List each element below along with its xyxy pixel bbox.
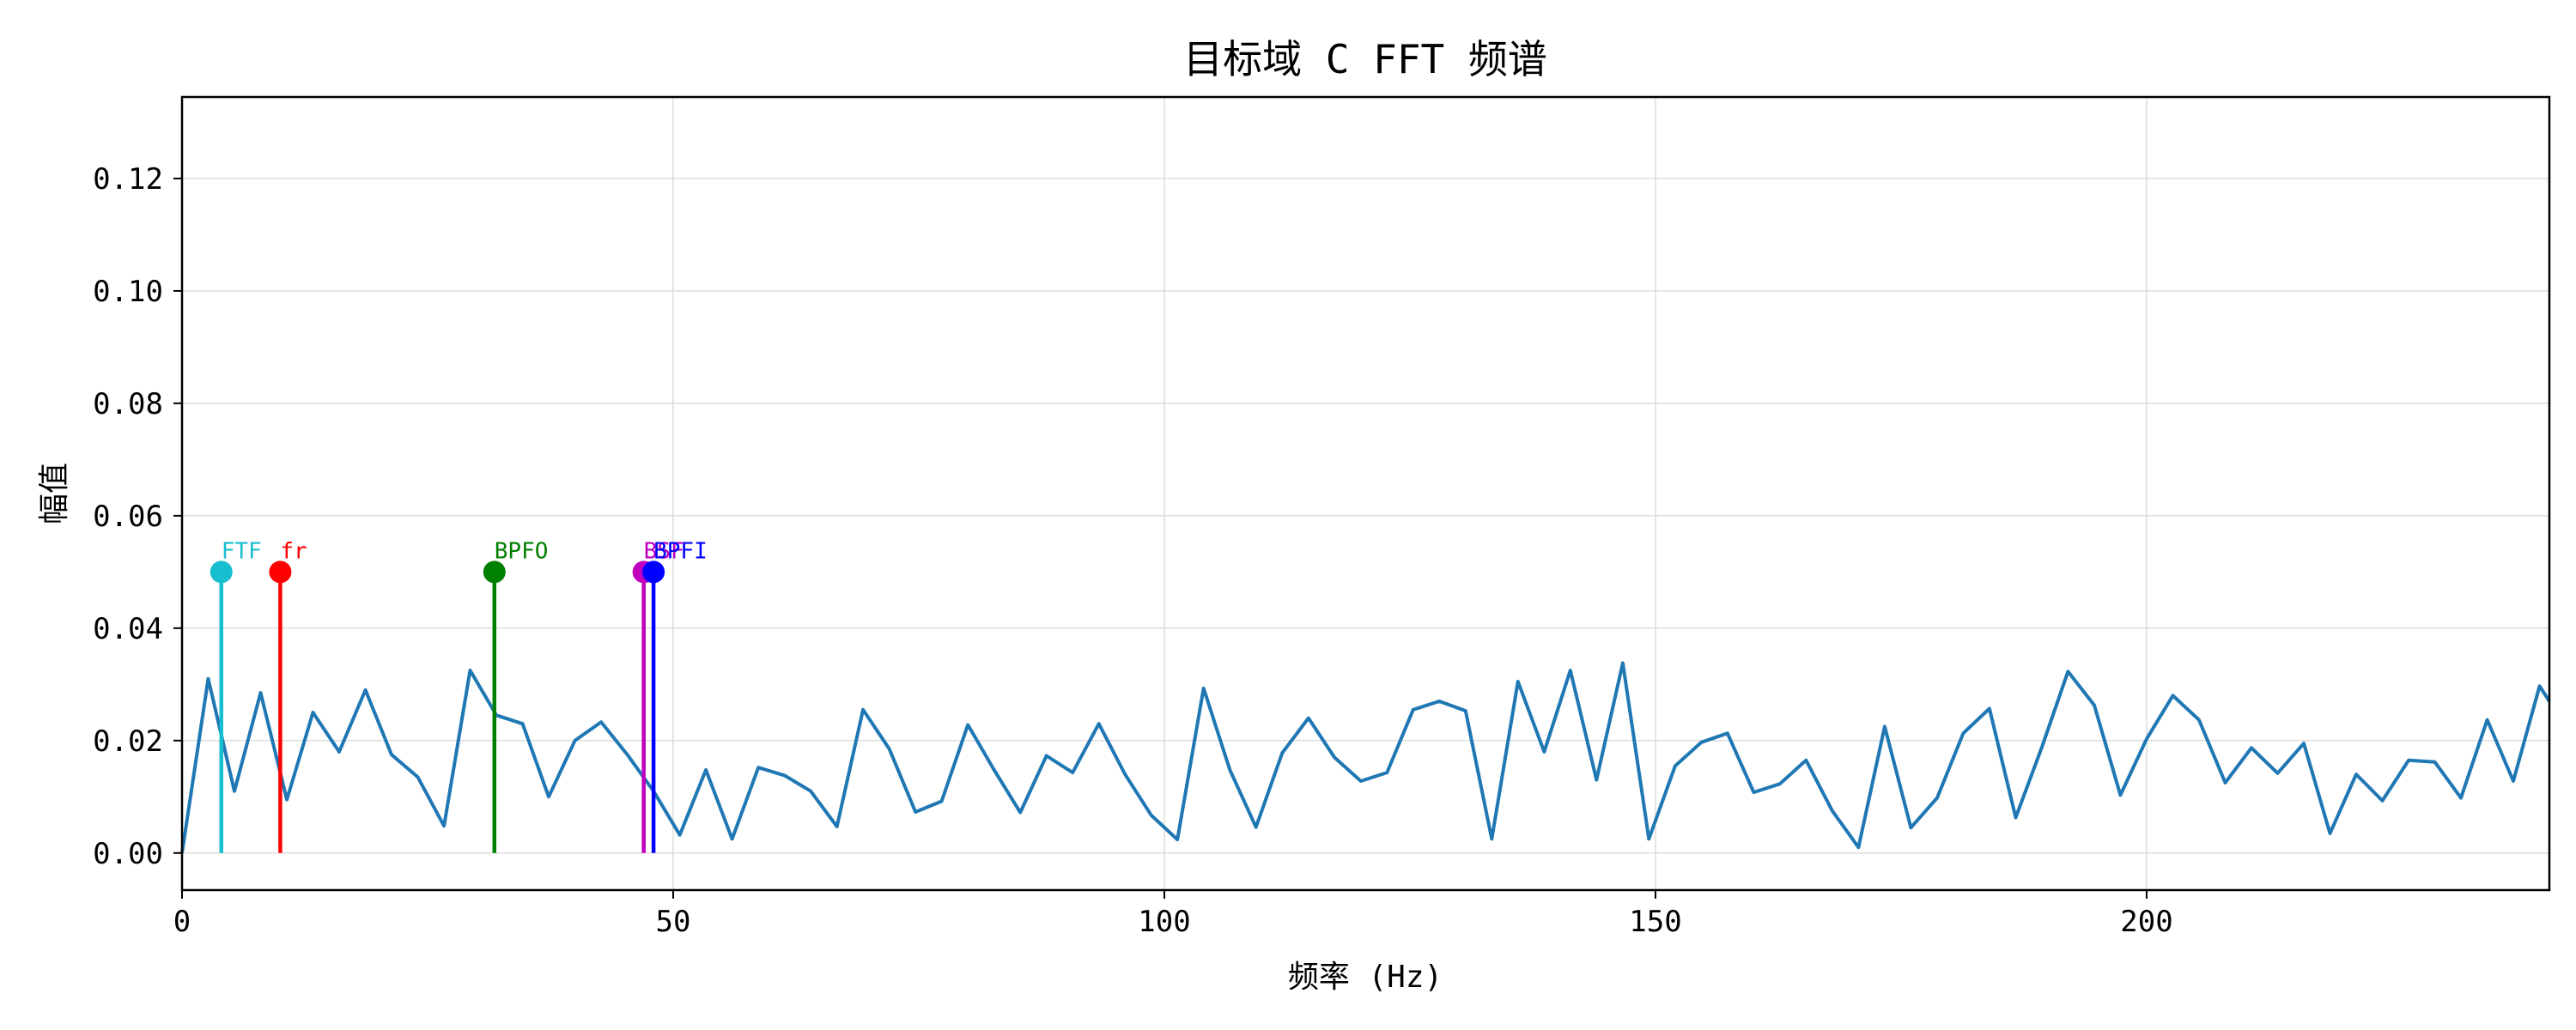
x-tick-label: 100 bbox=[1138, 905, 1190, 939]
marker-bsf: BSF bbox=[632, 538, 684, 853]
marker-bpfo: BPFO bbox=[483, 538, 549, 853]
x-tick-label: 0 bbox=[173, 905, 191, 939]
x-axis-label: 频率 (Hz) bbox=[1288, 960, 1443, 995]
y-tick-label: 0.12 bbox=[93, 162, 163, 197]
y-tick-label: 0.10 bbox=[93, 275, 163, 309]
plot-frame bbox=[180, 95, 2551, 892]
grid-layer bbox=[181, 97, 2549, 890]
y-tick-label: 0.02 bbox=[93, 724, 163, 759]
marker-ftf: FTF bbox=[210, 538, 262, 853]
marker-dot bbox=[642, 560, 665, 584]
y-tick-label: 0.08 bbox=[93, 387, 163, 421]
y-tick-label: 0.06 bbox=[93, 500, 163, 534]
marker-dot bbox=[210, 560, 233, 584]
marker-label: fr bbox=[280, 538, 307, 564]
marker-label: BSF bbox=[644, 538, 684, 564]
spectrum-line bbox=[180, 661, 2551, 854]
x-axis: 0 50 100 150 200 bbox=[173, 890, 2173, 939]
x-tick-label: 200 bbox=[2120, 905, 2172, 939]
marker-bpfi: BPFI bbox=[642, 538, 708, 853]
marker-dot bbox=[269, 560, 292, 584]
chart-title: 目标域 C FFT 频谱 bbox=[1183, 36, 1547, 82]
marker-label: BPFI bbox=[653, 538, 708, 564]
marker-label: BPFO bbox=[495, 538, 549, 564]
series-layer bbox=[180, 661, 2551, 854]
marker-dot bbox=[483, 560, 506, 584]
y-axis: 0.00 0.02 0.04 0.06 0.08 0.10 0.12 bbox=[93, 162, 182, 871]
y-tick-label: 0.04 bbox=[93, 612, 163, 646]
marker-fr: fr bbox=[269, 538, 307, 853]
x-tick-label: 50 bbox=[656, 905, 691, 939]
y-axis-label: 幅值 bbox=[37, 463, 72, 524]
y-tick-label: 0.00 bbox=[93, 837, 163, 871]
x-tick-label: 150 bbox=[1629, 905, 1681, 939]
marker-label: FTF bbox=[222, 538, 262, 564]
